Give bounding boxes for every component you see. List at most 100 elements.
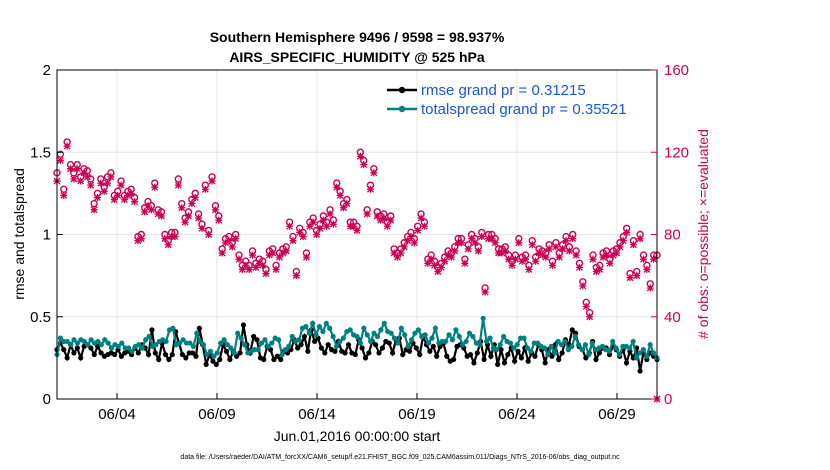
rmse-point [254,337,260,343]
totalspread-point [650,350,657,356]
totalspread-point [463,338,469,345]
totalspread-point [391,335,398,341]
rmse-point [145,351,152,358]
totalspread-point [456,333,462,340]
obs-evaluated-marker [249,251,257,259]
y-tick-label: 1.5 [30,144,51,161]
obs-evaluated-marker [235,255,243,263]
obs-evaluated-marker [616,243,624,251]
rmse-point [88,345,94,351]
obs-evaluated-marker [461,259,469,267]
totalspread-point [514,342,520,348]
obs-evaluated-marker [141,208,149,216]
rmse-point [322,350,328,356]
rmse-point [467,351,474,358]
totalspread-point [262,337,268,343]
rmse-point [376,350,382,356]
totalspread-point [565,347,571,353]
obs-evaluated-marker [643,265,651,273]
obs-evaluated-marker [319,216,327,224]
rmse-point [183,355,189,361]
obs-evaluated-marker [468,235,476,243]
totalspread-point [180,337,186,343]
totalspread-point [337,338,343,345]
rmse-point [298,342,304,348]
obs-evaluated-marker [195,214,203,222]
obs-evaluated-marker [623,228,631,236]
totalspread-point [405,343,411,349]
y-tick-label: 2 [43,62,51,79]
obs-evaluated-marker [104,179,112,187]
obs-evaluated-marker [535,249,543,257]
rmse-point [295,345,301,351]
totalspread-point [81,338,87,345]
rmse-point [193,353,199,359]
totalspread-point [562,338,568,345]
obs-evaluated-marker [238,265,246,273]
obs-evaluated-marker [289,237,297,245]
obs-evaluated-marker [404,237,412,245]
totalspread-point [589,340,595,346]
totalspread-point [627,345,633,351]
totalspread-point [582,342,589,348]
obs-evaluated-marker [117,181,125,189]
legend-label-totalspread: totalspread grand pr = 0.35521 [421,101,627,118]
y-tick-label: 0 [43,391,51,408]
obs-evaluated-marker [366,185,374,193]
obs-evaluated-marker [370,169,378,177]
obs-evaluated-marker [633,272,641,280]
obs-evaluated-marker [393,253,401,261]
obs-evaluated-marker [255,259,263,267]
obs-evaluated-marker [340,204,348,212]
totalspread-point [102,337,108,343]
obs-evaluated-marker [242,261,250,269]
obs-evaluated-marker [640,255,648,263]
obs-evaluated-marker [144,202,152,210]
totalspread-point [572,333,578,340]
totalspread-point [310,320,316,326]
obs-evaluated-marker [478,233,486,241]
totalspread-point [378,327,384,333]
obs-evaluated-marker [269,249,277,257]
obs-evaluated-marker [508,261,516,269]
obs-evaluated-marker [356,152,364,160]
rmse-point [515,348,521,354]
rmse-point [318,345,325,351]
obs-evaluated-marker [83,173,91,181]
obs-evaluated-marker [211,206,219,214]
obs-evaluated-marker [225,237,233,245]
obs-evaluated-marker [313,231,321,238]
obs-evaluated-marker [245,265,253,273]
rmse-point [332,348,338,354]
totalspread-point [105,340,111,346]
totalspread-point [494,347,500,353]
totalspread-point [616,351,623,358]
obs-evaluated-marker [272,265,280,273]
rmse-point [278,356,284,363]
obs-evaluated-marker [228,243,236,251]
totalspread-point [200,342,207,348]
rmse-point [237,350,243,356]
totalspread-point [170,325,176,331]
totalspread-point [275,337,282,343]
totalspread-point [415,327,421,333]
obs-evaluated-marker [218,249,226,257]
totalspread-point [528,348,534,354]
totalspread-point [330,333,336,340]
rmse-point [366,350,372,356]
totalspread-point [412,330,418,336]
obs-evaluated-marker [602,251,610,259]
legend-marker-rmse [398,86,406,94]
obs-evaluated-marker [262,270,270,278]
obs-evaluated-marker [363,210,371,218]
totalspread-point [146,333,152,340]
obs-evaluated-marker [100,187,108,195]
obs-evaluated-marker [481,288,489,296]
x-axis-label: Jun.01,2016 00:00:00 start [274,428,441,444]
obs-evaluated-marker [299,233,307,241]
totalspread-point [422,332,428,338]
totalspread-point [470,333,476,340]
obs-evaluated-marker [575,263,583,271]
obs-evaluated-marker [552,243,560,251]
